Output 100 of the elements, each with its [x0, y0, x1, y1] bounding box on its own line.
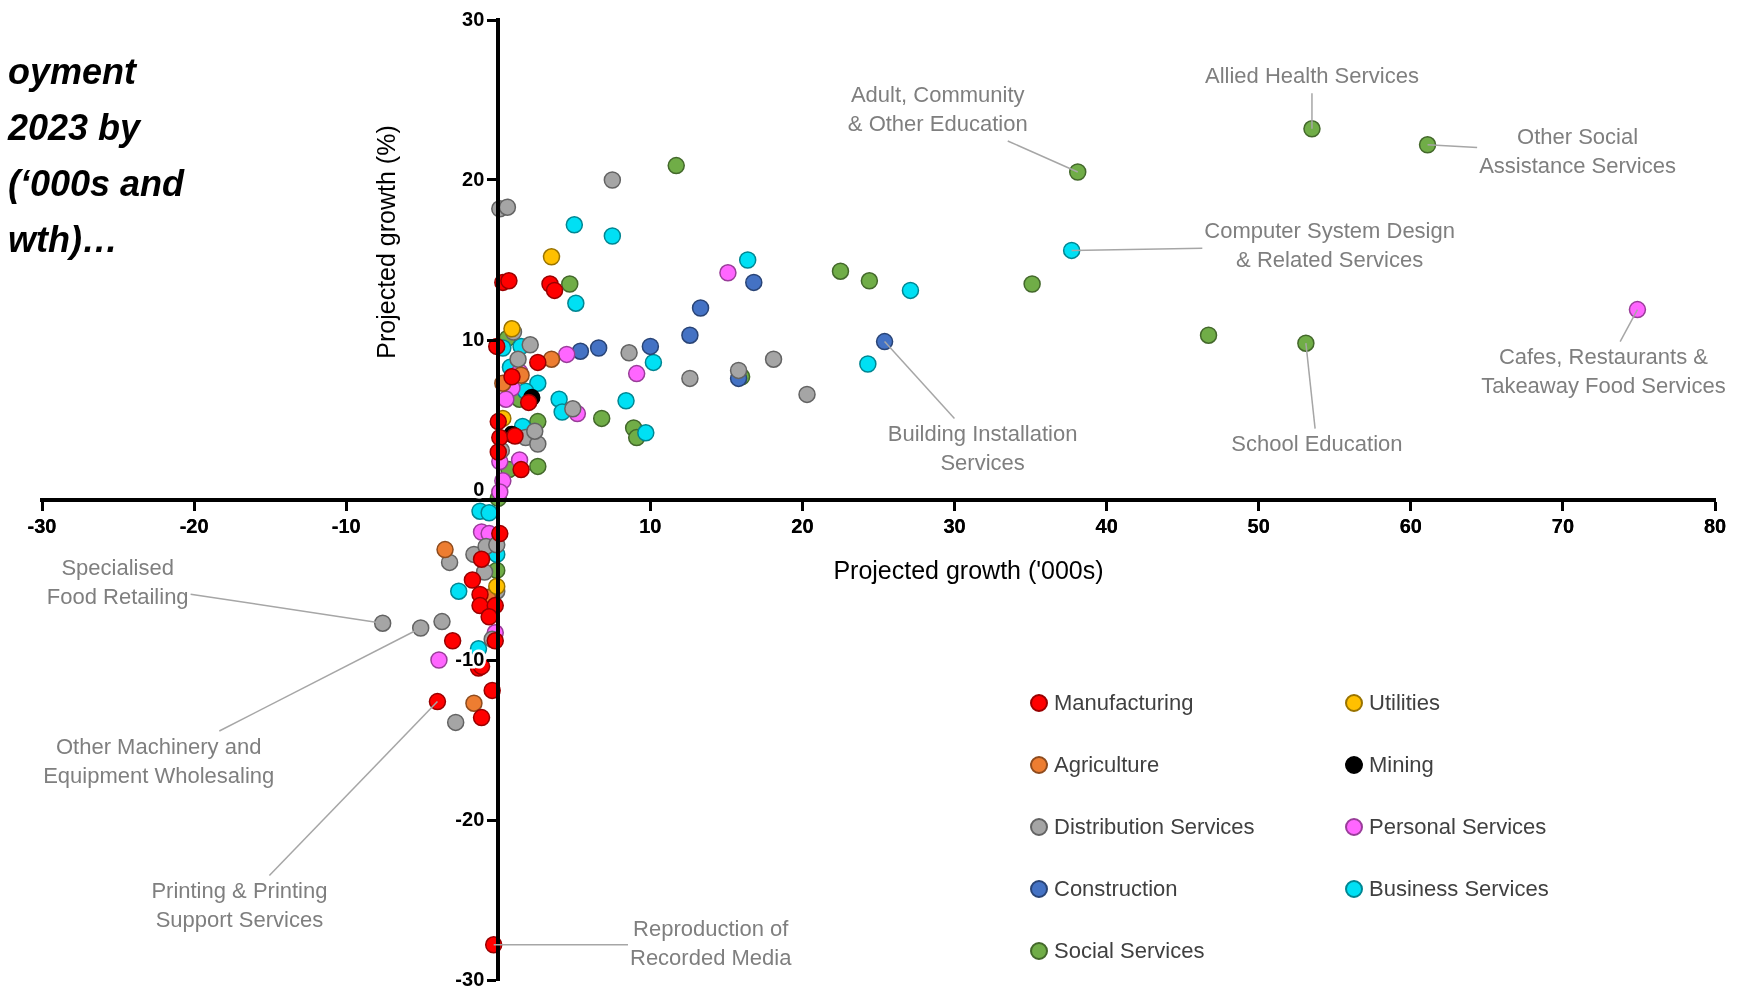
point [430, 651, 448, 669]
point [411, 619, 430, 637]
point [831, 262, 850, 280]
point [571, 342, 590, 360]
point [1199, 326, 1218, 344]
point [691, 299, 710, 317]
annotation: Specialised Food Retailing [46, 554, 189, 609]
x-tick-label: -30 [27, 514, 57, 537]
point [509, 350, 527, 368]
point [1023, 275, 1041, 293]
y-tick-label: 0 [473, 477, 485, 500]
point [557, 345, 576, 364]
point [641, 337, 660, 356]
x-tick-label: 40 [1095, 514, 1118, 537]
x-tick-label: -20 [179, 514, 209, 537]
point [567, 294, 585, 312]
point [745, 273, 763, 292]
point [617, 392, 635, 410]
x-tick-label: 50 [1247, 514, 1270, 537]
point [561, 275, 579, 293]
point [503, 368, 521, 386]
point [592, 409, 611, 428]
point [512, 460, 530, 479]
point [526, 422, 544, 440]
point [498, 198, 517, 216]
point [860, 272, 879, 290]
point [681, 369, 699, 388]
point [519, 393, 538, 412]
point [620, 344, 638, 362]
y-tick-label: 30 [462, 7, 485, 30]
annotation: Other Machinery and Equipment Wholesaling [43, 733, 275, 788]
y-tick-label: -20 [455, 807, 485, 830]
y-tick-label: 20 [462, 167, 485, 190]
legend-label: Social Services [1054, 938, 1205, 964]
point [729, 361, 748, 380]
point [449, 582, 468, 600]
legend-label: Utilities [1369, 690, 1440, 716]
point [480, 504, 498, 522]
point [603, 227, 622, 245]
x-tick-label: -10 [331, 514, 361, 537]
point [433, 612, 451, 631]
annotation: Other Social Assistance Services [1479, 124, 1676, 179]
point [1297, 334, 1315, 352]
point [798, 385, 816, 404]
point [500, 272, 518, 290]
point [667, 156, 685, 175]
point [443, 632, 462, 650]
y-axis-title: Projected growth (%) [372, 125, 401, 359]
point [542, 248, 561, 266]
point [637, 424, 655, 442]
y-tick-label: -30 [455, 967, 485, 990]
point [1062, 241, 1081, 260]
point [545, 281, 564, 300]
x-axis-title: Projected growth ('000s) [833, 555, 1104, 584]
annotation: Building Installation Services [887, 421, 1078, 476]
point [875, 332, 894, 351]
x-tick-label: 70 [1551, 514, 1575, 537]
point [627, 364, 646, 383]
point [859, 355, 877, 373]
point [644, 353, 663, 372]
point [446, 713, 465, 732]
x-tick-label: 30 [943, 514, 966, 537]
x-tick-label: 20 [791, 514, 814, 537]
point [565, 216, 584, 234]
annotation: Reproduction of Recorded Media [629, 916, 793, 971]
point [1303, 120, 1321, 138]
legend-label: Distribution Services [1054, 814, 1255, 840]
point [1068, 163, 1087, 181]
legend-label: Construction [1054, 876, 1178, 902]
x-tick-label: 60 [1399, 514, 1422, 537]
point [1628, 300, 1647, 319]
point [603, 171, 622, 189]
point [564, 400, 582, 418]
y-tick-label: 10 [462, 327, 485, 350]
point [373, 614, 392, 632]
point [529, 353, 547, 372]
legend-label: Manufacturing [1054, 690, 1194, 716]
annotation: Allied Health Services [1204, 62, 1419, 88]
legend-label: Business Services [1369, 876, 1549, 902]
point [436, 540, 454, 559]
x-tick-label: 80 [1703, 514, 1727, 537]
point [901, 281, 920, 300]
annotation: Computer System Design & Related Services [1204, 217, 1455, 272]
point [589, 339, 608, 357]
annotation: Cafes, Restaurants & Takeaway Food Services [1481, 344, 1726, 399]
point [529, 457, 547, 476]
x-tick-label: 10 [639, 514, 662, 537]
point [472, 550, 491, 568]
annotation: School Education [1231, 431, 1403, 457]
point [764, 350, 783, 368]
point [472, 708, 491, 727]
annotation: Printing & Printing Support Services [151, 878, 328, 933]
point [480, 608, 498, 626]
text: oyment 2023 by (‘000s and wth)… [8, 50, 185, 262]
point [463, 571, 482, 589]
legend-label: Agriculture [1054, 752, 1160, 778]
point [521, 336, 539, 354]
annotation: Adult, Community & Other Education [847, 81, 1028, 136]
point [719, 264, 737, 282]
point [681, 326, 699, 344]
